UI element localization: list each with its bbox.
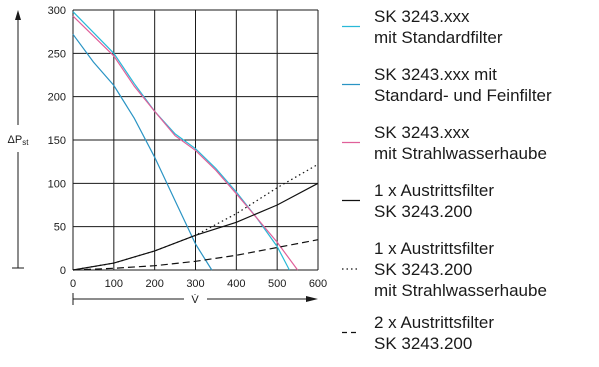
x-tick-label: 100 bbox=[105, 278, 123, 290]
legend-label-6: 2 x Austrittsfilter bbox=[374, 313, 494, 332]
series-line-2 bbox=[72, 33, 213, 271]
legend-label-5: mit Strahlwasserhaube bbox=[374, 281, 547, 300]
x-axis-arrowhead bbox=[306, 296, 318, 302]
legend-label-5: 1 x Austrittsfilter bbox=[374, 239, 494, 258]
series-line-1 bbox=[72, 11, 290, 271]
legend-label-5: SK 3243.200 bbox=[374, 260, 472, 279]
y-tick-label: 0 bbox=[60, 265, 66, 277]
y-tick-label: 50 bbox=[54, 222, 66, 234]
series-line-3 bbox=[72, 15, 299, 271]
legend-label-6: SK 3243.200 bbox=[374, 334, 472, 353]
legend-label-1: mit Standardfilter bbox=[374, 28, 503, 47]
y-axis-arrowhead bbox=[15, 10, 21, 20]
x-tick-label: 200 bbox=[145, 278, 163, 290]
grid bbox=[72, 9, 319, 271]
legend-label-2: Standard- und Feinfilter bbox=[374, 86, 552, 105]
legend-label-4: 1 x Austrittsfilter bbox=[374, 181, 494, 200]
x-axis-label: V̇ bbox=[191, 293, 199, 306]
x-tick-label: 0 bbox=[70, 278, 76, 290]
legend-label-3: mit Strahlwasserhaube bbox=[374, 144, 547, 163]
series-lines bbox=[72, 11, 319, 271]
x-tick-label: 500 bbox=[268, 278, 286, 290]
y-tick-label: 150 bbox=[48, 135, 66, 147]
legend-label-1: SK 3243.xxx bbox=[374, 7, 470, 26]
x-tick-label: 300 bbox=[186, 278, 204, 290]
x-tick-label: 400 bbox=[227, 278, 245, 290]
axes: 0 100 200 300 400 500 600 0 50 100 150 200 250 300 ΔPs… bbox=[8, 5, 328, 306]
legend-label-2: SK 3243.xxx mit bbox=[374, 65, 497, 84]
y-tick-label: 200 bbox=[48, 92, 66, 104]
y-axis-label: ΔPst bbox=[8, 134, 30, 147]
x-tick-label: 600 bbox=[309, 278, 327, 290]
series-line-5 bbox=[72, 163, 319, 271]
series-line-6 bbox=[72, 239, 319, 271]
legend-label-4: SK 3243.200 bbox=[374, 202, 472, 221]
y-tick-label: 250 bbox=[48, 48, 66, 60]
y-tick-label: 100 bbox=[48, 178, 66, 190]
legend: SK 3243.xxx mit Standardfilter SK 3243.xxx… bbox=[342, 7, 552, 353]
legend-label-3: SK 3243.xxx bbox=[374, 123, 470, 142]
y-tick-label: 300 bbox=[48, 5, 66, 17]
